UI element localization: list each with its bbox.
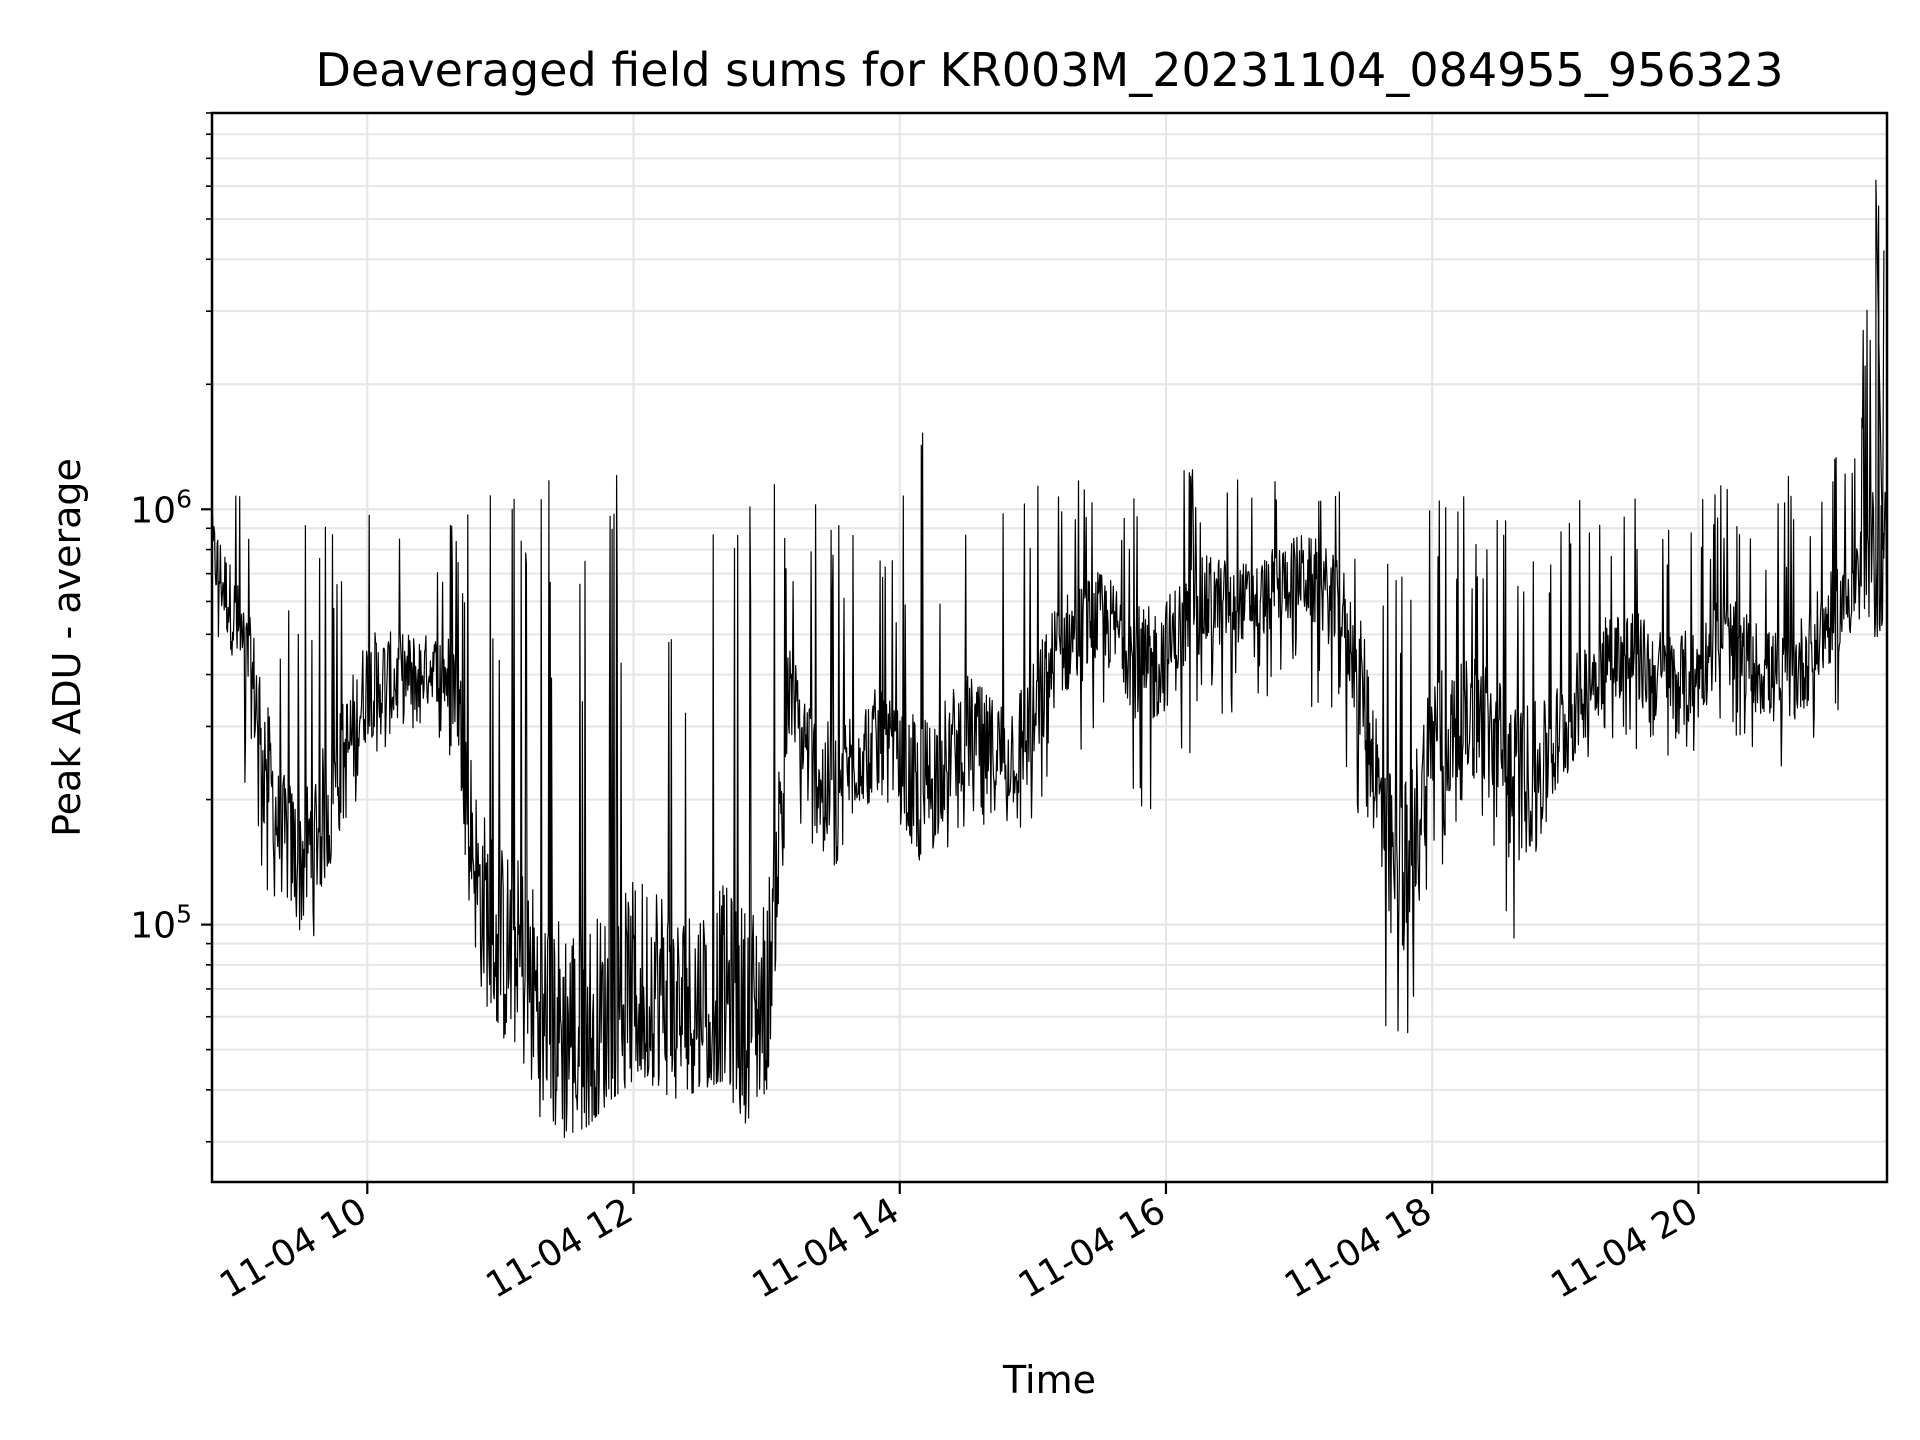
chart-title: Deaveraged field sums for KR003M_2023110…	[315, 43, 1783, 97]
x-axis-label: Time	[1002, 1358, 1096, 1402]
y-axis-label: Peak ADU - average	[45, 458, 89, 837]
x-tick-label: 11-04 16	[1012, 1190, 1173, 1306]
x-tick-label: 11-04 18	[1278, 1190, 1439, 1306]
x-tick-label: 11-04 20	[1544, 1190, 1705, 1306]
y-tick-label: 105	[130, 900, 192, 947]
y-tick-label: 106	[130, 484, 192, 531]
x-tick-label: 11-04 14	[746, 1190, 907, 1306]
series-line	[211, 179, 1888, 1139]
x-tick-label: 11-04 10	[213, 1190, 374, 1306]
plot-frame	[210, 111, 1889, 1184]
x-tick-label: 11-04 12	[479, 1190, 640, 1306]
plot-area	[211, 179, 1888, 1139]
